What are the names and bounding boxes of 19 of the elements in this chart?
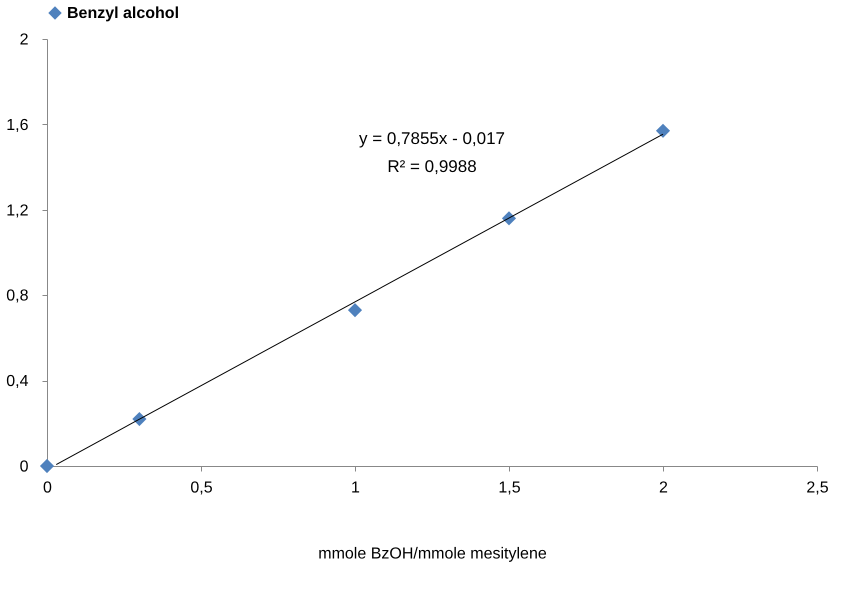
x-tick-label: 2,5 <box>806 480 829 496</box>
annotation: R² = 0,9988 <box>387 157 477 176</box>
x-tick-label: 1,5 <box>498 480 521 496</box>
x-tick-label: 1 <box>351 480 360 496</box>
y-tick-label: 1,6 <box>6 116 29 134</box>
x-tick-label: 0 <box>43 480 52 496</box>
point <box>40 458 54 474</box>
y-tick-label: 0,8 <box>6 288 29 305</box>
annotation: y = 0,7855x - 0,017 <box>358 129 506 148</box>
point <box>348 303 362 318</box>
y-tick-label: 0 <box>20 458 29 476</box>
point <box>656 124 670 138</box>
y-tick-label: 0,4 <box>6 373 29 390</box>
x-tick-label: 2 <box>659 480 668 496</box>
x-axis-title: mmole BzOH/mmole mesitylene <box>318 546 547 562</box>
legend-label: Benzyl alcohol <box>67 5 180 22</box>
y-tick-label: 1,2 <box>6 202 29 220</box>
x-tick-label: 0,5 <box>190 480 213 496</box>
y-tick-label: 2 <box>20 32 29 48</box>
